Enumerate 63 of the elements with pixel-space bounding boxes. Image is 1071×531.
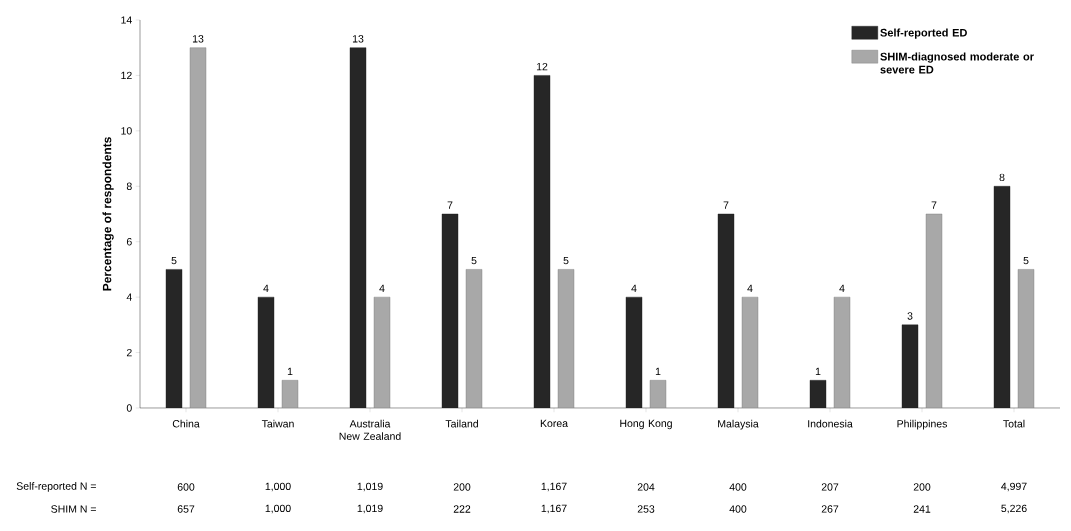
data-label: 7 [931,201,937,209]
text: 4,997 [1001,482,1027,492]
data-label: 5 [1023,256,1029,265]
text: 1,019 [357,504,383,514]
data-label: 5 [171,256,177,265]
text: 400 [729,505,747,513]
x-tick-label: Philippines [897,419,948,430]
legend-label: SHIM-diagnosed moderate or severe ED [880,52,1034,74]
text: SHIM N = [51,505,96,513]
data-label: 1 [655,367,661,376]
x-tick-label: Taiwan [261,419,294,428]
y-tick-label: 10 [121,127,132,135]
data-label: 12 [536,62,548,71]
y-tick-label: 8 [126,182,132,190]
text: 207 [821,483,839,491]
text: 5,226 [1001,504,1027,514]
x-tick-label: Indonesia [808,419,853,428]
text: Self-reported N = [16,482,96,492]
y-tick-label: 12 [121,71,132,80]
x-tick-label: Tailand [445,419,478,428]
text: 1,000 [265,504,291,514]
data-label: 4 [839,284,845,292]
x-tick-label: Hong Kong [620,419,672,430]
data-label: 7 [723,201,729,209]
text: 1,019 [357,482,383,492]
text: 267 [821,505,839,513]
text: 600 [177,483,195,491]
x-tick-label: Total [1003,419,1025,428]
y-tick-label: 14 [121,16,132,24]
y-tick-label: 4 [126,293,132,301]
data-label: 1 [287,367,293,376]
x-tick-label: Australia New Zealand [339,419,401,440]
data-label: 5 [563,256,569,265]
x-tick-label: Malaysia [718,419,759,430]
data-label: 13 [192,35,204,43]
text: 241 [913,505,931,513]
data-label: 5 [471,256,477,265]
data-label: 1 [815,367,821,376]
text: 253 [637,505,655,513]
text: 400 [729,483,747,491]
data-label: 4 [263,284,269,292]
y-tick-label: 6 [126,237,132,246]
data-label: 4 [747,284,753,292]
text: 204 [637,483,655,491]
text: 222 [453,505,471,513]
y-tick-label: 2 [126,348,132,357]
text: 1,000 [265,482,291,492]
data-label: 4 [379,284,385,292]
data-label: 8 [999,173,1005,182]
data-label: 13 [352,35,364,43]
legend-label: Self-reported ED [880,28,967,39]
data-label: 3 [907,312,913,320]
text: 657 [177,505,195,513]
text: 200 [453,483,471,491]
data-label: 4 [631,284,637,292]
data-label: 7 [447,201,453,209]
text: 1,167 [541,504,567,514]
y-axis-title: Percentage of respondents [102,137,114,291]
x-tick-label: Korea [540,419,569,428]
text: 200 [913,483,931,491]
y-tick-label: 0 [126,404,132,412]
x-tick-label: China [172,419,200,428]
text: 1,167 [541,482,567,492]
